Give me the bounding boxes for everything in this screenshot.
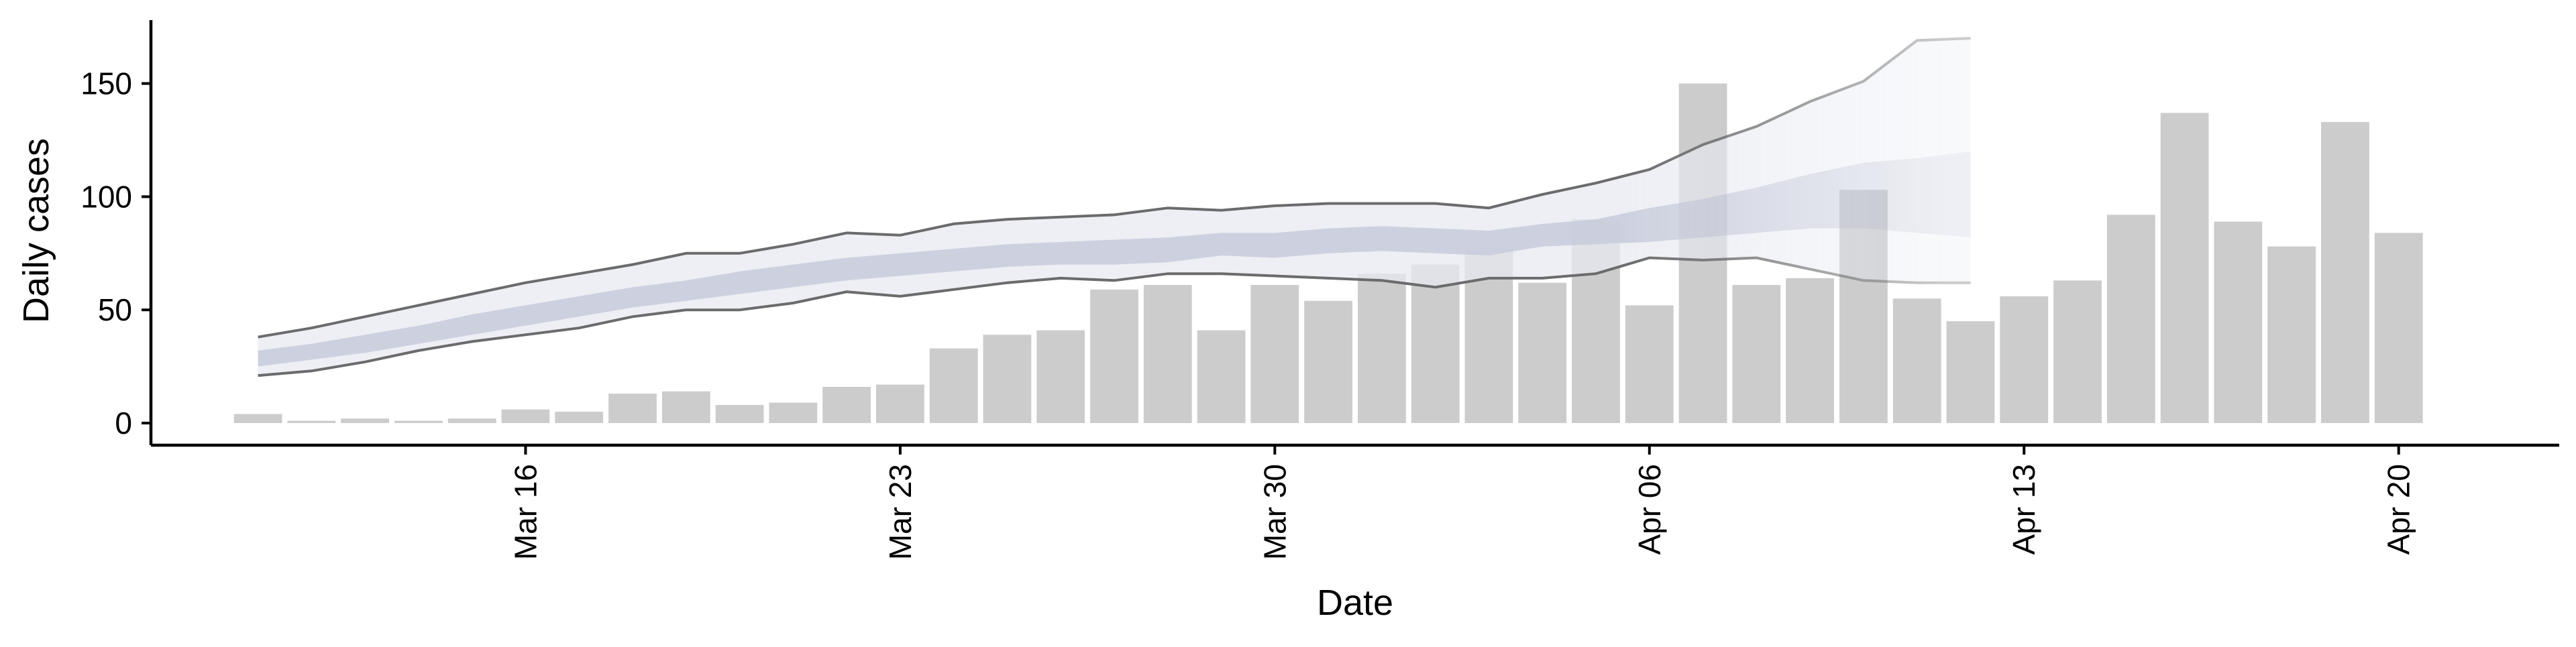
bar-2020-04-02 <box>1411 264 1460 423</box>
bar-2020-03-20 <box>715 405 764 423</box>
bar-2020-04-17 <box>2214 221 2263 423</box>
y-tick-label-0: 0 <box>115 406 132 440</box>
bar-2020-04-12 <box>1946 321 1995 423</box>
x-tick-label-2020-04-13: Apr 13 <box>2006 464 2041 555</box>
bar-2020-03-22 <box>822 387 871 423</box>
bar-2020-03-21 <box>769 402 818 423</box>
bar-2020-04-20 <box>2374 233 2423 423</box>
y-tick-label-100: 100 <box>80 179 132 214</box>
bar-2020-03-27 <box>1090 289 1138 423</box>
bar-2020-03-19 <box>661 391 710 423</box>
bar-2020-03-12 <box>287 420 336 423</box>
bar-2020-04-14 <box>2053 280 2102 423</box>
bar-2020-04-18 <box>2267 246 2316 423</box>
y-tick-label-150: 150 <box>80 66 132 101</box>
bar-2020-03-18 <box>608 394 657 423</box>
upper-bound-line <box>258 37 1971 339</box>
bar-2020-03-31 <box>1304 300 1352 423</box>
bar-2020-04-16 <box>2160 113 2209 423</box>
x-tick-label-2020-04-06: Apr 06 <box>1632 464 1667 555</box>
lower-bound-line <box>258 256 1971 377</box>
bar-2020-03-14 <box>394 420 443 423</box>
bar-2020-04-04 <box>1518 282 1567 423</box>
bar-2020-04-15 <box>2106 215 2155 423</box>
bar-2020-04-01 <box>1358 274 1406 423</box>
bar-2020-03-13 <box>341 418 389 423</box>
bar-2020-04-11 <box>1892 298 1941 423</box>
x-tick-label-2020-04-20: Apr 20 <box>2381 464 2416 555</box>
y-tick-label-50: 50 <box>98 292 132 327</box>
bar-2020-03-23 <box>876 384 924 423</box>
bar-2020-04-19 <box>2321 121 2369 423</box>
bar-2020-03-25 <box>983 335 1032 423</box>
axes: 0 50 100 150 Mar 16 Mar 23 Mar 30 Apr 06 Apr 13 A… <box>80 20 2559 560</box>
bar-2020-04-09 <box>1786 278 1834 423</box>
bar-2020-04-08 <box>1732 285 1781 423</box>
y-axis-label: Daily cases <box>16 138 56 323</box>
bar-2020-03-11 <box>233 414 282 423</box>
bar-2020-04-06 <box>1625 305 1674 423</box>
bar-2020-04-13 <box>2000 296 2049 423</box>
bar-2020-03-26 <box>1036 330 1085 423</box>
bar-2020-03-16 <box>501 409 550 423</box>
inner-interval-band <box>258 151 1971 367</box>
bar-2020-03-28 <box>1143 285 1192 423</box>
bars-layer <box>233 83 2423 423</box>
estimate-bands <box>258 37 1971 377</box>
x-tick-label-2020-03-23: Mar 23 <box>883 464 918 560</box>
bar-2020-03-29 <box>1197 330 1246 423</box>
x-tick-label-2020-03-16: Mar 16 <box>508 464 543 560</box>
bar-2020-03-15 <box>447 418 496 423</box>
x-axis-label: Date <box>1317 583 1393 623</box>
bar-2020-03-24 <box>929 348 978 423</box>
bar-2020-03-17 <box>555 412 604 423</box>
bar-2020-03-30 <box>1250 285 1299 423</box>
x-tick-label-2020-03-30: Mar 30 <box>1257 464 1292 560</box>
